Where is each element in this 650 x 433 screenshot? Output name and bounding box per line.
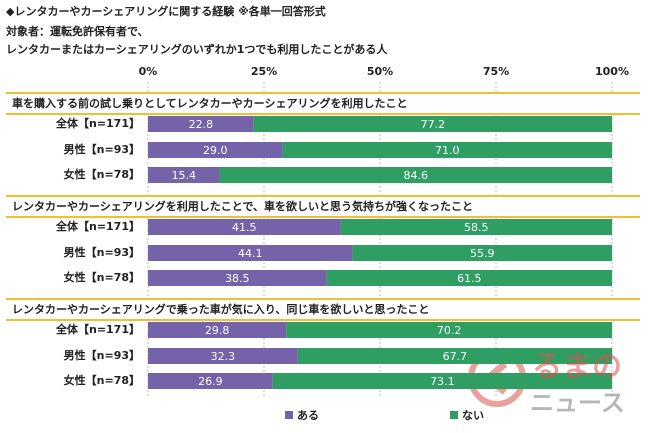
data-label: 61.5 — [457, 272, 482, 285]
bar-segment — [148, 116, 254, 132]
header-band — [6, 94, 640, 114]
x-tick-label: 0% — [139, 65, 158, 78]
bar-segment — [148, 373, 273, 389]
chart-subtitle: レンタカーまたはカーシェアリングのいずれか1つでも利用したことがある人 — [6, 42, 388, 56]
header-band — [6, 197, 640, 217]
data-label: 70.2 — [437, 324, 462, 337]
data-label: 73.1 — [430, 375, 455, 388]
bar-segment — [148, 219, 341, 235]
bar-segment — [272, 373, 612, 389]
data-label: 41.5 — [232, 221, 257, 234]
data-label: 58.5 — [464, 221, 489, 234]
data-label: 29.0 — [203, 144, 228, 157]
data-label: 29.8 — [205, 324, 230, 337]
chart-subtitle: 対象者：運転免許保有者で、 — [5, 24, 149, 38]
header-band — [6, 300, 640, 320]
y-tick-label: 男性【n=93】 — [64, 348, 140, 362]
y-tick-label: 女性【n=78】 — [64, 167, 140, 181]
group-title: 車を購入する前の試し乗りとしてレンタカーやカーシェアリングを利用したこと — [12, 96, 407, 110]
legend-label: ない — [462, 409, 484, 422]
x-tick-label: 100% — [595, 65, 629, 78]
data-label: 38.5 — [225, 272, 250, 285]
bar-segment — [326, 270, 612, 286]
bar-segment — [297, 348, 612, 364]
y-tick-label: 女性【n=78】 — [64, 373, 140, 387]
data-label: 77.2 — [421, 118, 446, 131]
y-tick-label: 男性【n=93】 — [64, 245, 140, 259]
bar-segment — [352, 245, 612, 261]
group-title: レンタカーやカーシェアリングを利用したことで、車を欲しいと思う気持ちが強くなった… — [12, 199, 473, 213]
x-tick-label: 50% — [367, 65, 393, 78]
y-tick-label: 全体【n=171】 — [55, 219, 140, 233]
data-label: 67.7 — [443, 350, 468, 363]
bar-segment — [148, 142, 283, 158]
legend-swatch — [450, 411, 458, 419]
bar-segment — [148, 167, 220, 183]
bar-segment — [148, 348, 298, 364]
data-label: 22.8 — [189, 118, 214, 131]
bar-segment — [282, 142, 612, 158]
x-tick-label: 25% — [251, 65, 277, 78]
watermark: ニュース — [530, 389, 625, 417]
bar-segment — [340, 219, 612, 235]
bar-segment — [148, 270, 327, 286]
y-tick-label: 女性【n=78】 — [64, 270, 140, 284]
legend-label: ある — [297, 409, 319, 422]
chart-title: ◆レンタカーやカーシェアリングに関する経験 ※各単一回答形式 — [6, 4, 326, 18]
legend-swatch — [285, 411, 293, 419]
x-tick-label: 75% — [483, 65, 509, 78]
y-tick-label: 男性【n=93】 — [64, 142, 140, 156]
watermark: るまの — [532, 350, 622, 385]
y-tick-label: 全体【n=171】 — [55, 322, 140, 336]
data-label: 15.4 — [171, 169, 196, 182]
data-label: 71.0 — [435, 144, 460, 157]
bar-segment — [148, 245, 353, 261]
data-label: 32.3 — [211, 350, 236, 363]
group-title: レンタカーやカーシェアリングで乗った車が気に入り、同じ車を欲しいと思ったこと — [12, 302, 429, 316]
bar-segment — [219, 167, 612, 183]
bar-segment — [148, 322, 287, 338]
data-label: 26.9 — [198, 375, 223, 388]
bar-segment — [253, 116, 613, 132]
data-label: 84.6 — [403, 169, 428, 182]
data-label: 44.1 — [238, 247, 263, 260]
data-label: 55.9 — [470, 247, 495, 260]
bar-segment — [286, 322, 612, 338]
y-tick-label: 全体【n=171】 — [55, 116, 140, 130]
